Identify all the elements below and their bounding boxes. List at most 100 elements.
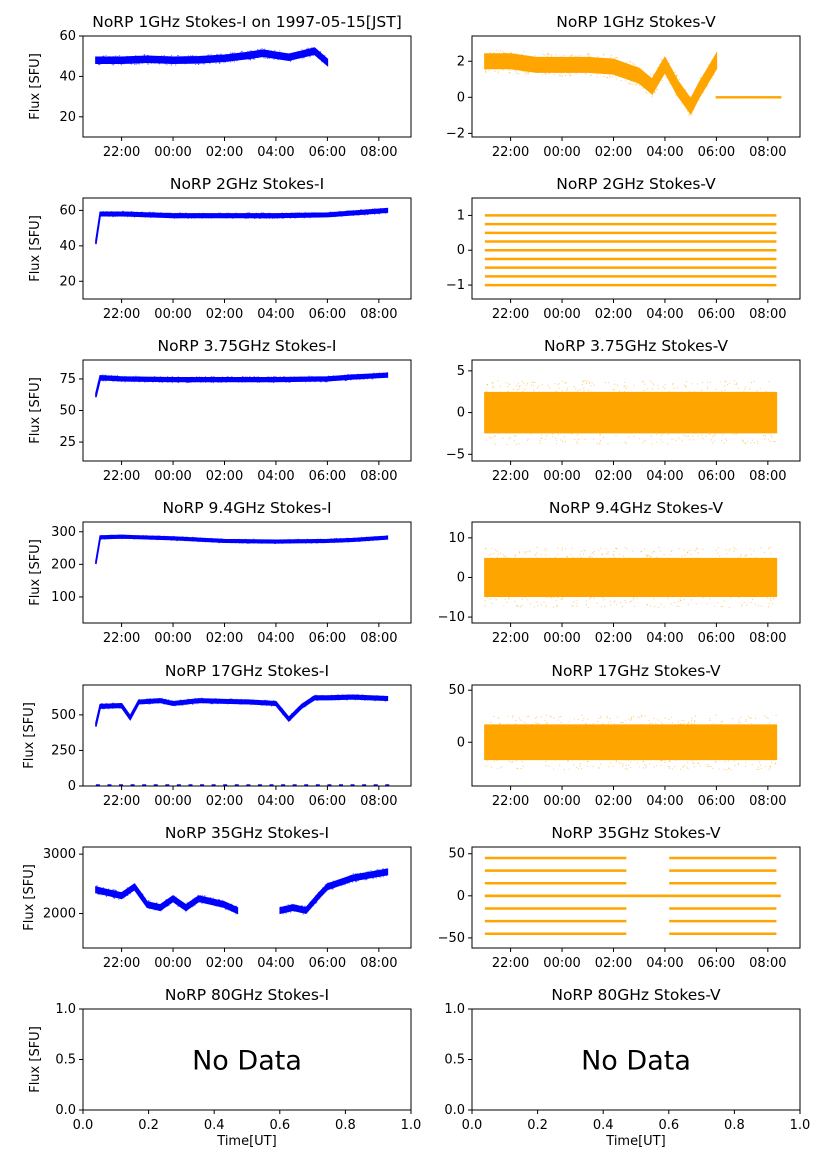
data-point xyxy=(143,380,145,382)
data-point xyxy=(512,388,515,390)
data-point xyxy=(632,84,634,86)
data-layer xyxy=(95,694,390,786)
data-point xyxy=(278,708,280,710)
data-point xyxy=(627,82,629,84)
data-point xyxy=(252,52,254,54)
data-point xyxy=(635,69,637,72)
data-point xyxy=(304,215,306,217)
data-point xyxy=(233,541,235,544)
data-point xyxy=(256,380,258,382)
data-point xyxy=(348,377,350,379)
data-point xyxy=(99,706,101,708)
data-point xyxy=(559,74,561,76)
data-point xyxy=(498,566,500,568)
data-point xyxy=(639,438,641,440)
data-point xyxy=(556,70,558,72)
data-point xyxy=(100,63,102,65)
data-point xyxy=(179,215,181,217)
data-point xyxy=(671,585,674,587)
data-point xyxy=(595,63,598,65)
data-point xyxy=(242,380,245,382)
data-point xyxy=(587,52,589,55)
data-point xyxy=(695,603,697,605)
data-point xyxy=(602,54,604,56)
data-point xyxy=(590,75,592,77)
x-tick-label: 02:00 xyxy=(595,307,632,322)
data-point xyxy=(742,561,744,563)
data-point xyxy=(335,378,337,380)
data-point xyxy=(302,57,304,59)
data-point xyxy=(286,541,288,543)
data-point xyxy=(734,430,736,432)
data-point xyxy=(314,212,316,214)
data-point xyxy=(536,595,539,597)
data-point xyxy=(749,548,751,550)
data-point xyxy=(107,215,110,217)
data-point xyxy=(275,378,277,380)
data-point xyxy=(520,431,522,433)
data-point xyxy=(597,59,599,62)
data-point xyxy=(197,539,199,541)
data-point xyxy=(170,539,173,541)
data-point xyxy=(316,542,318,544)
data-point xyxy=(636,424,639,426)
data-point xyxy=(286,55,288,57)
data-point xyxy=(112,705,114,708)
data-point xyxy=(684,554,686,556)
data-point xyxy=(668,429,670,432)
data-point xyxy=(650,74,652,76)
data-point xyxy=(560,420,563,422)
data-point xyxy=(538,578,540,580)
data-point xyxy=(262,53,264,56)
data-point xyxy=(143,54,145,56)
data-point xyxy=(630,591,632,593)
data-point xyxy=(584,71,586,73)
data-point xyxy=(352,375,355,377)
data-point xyxy=(202,216,204,218)
data-point xyxy=(229,61,231,63)
data-point xyxy=(639,563,641,566)
x-tick-label: 08:00 xyxy=(749,631,786,646)
data-point xyxy=(277,541,279,543)
data-point xyxy=(319,538,321,540)
data-point xyxy=(654,424,656,426)
data-point xyxy=(218,216,220,218)
data-point xyxy=(106,62,108,65)
data-point xyxy=(567,58,569,60)
data-point xyxy=(279,541,281,543)
x-tick-label: 02:00 xyxy=(206,145,243,160)
data-point xyxy=(138,535,140,537)
data-point xyxy=(743,395,745,397)
data-point xyxy=(218,542,220,544)
data-point xyxy=(646,428,648,430)
data-point xyxy=(345,210,348,212)
data-point xyxy=(676,93,679,95)
data-point xyxy=(655,73,657,76)
data-point xyxy=(151,214,153,217)
data-point xyxy=(281,212,283,214)
data-point xyxy=(100,379,102,382)
data-point xyxy=(211,539,213,541)
data-point xyxy=(504,555,506,557)
data-point xyxy=(259,49,261,52)
data-point xyxy=(233,540,235,542)
data-point xyxy=(616,414,619,416)
data-point xyxy=(596,76,598,78)
data-point xyxy=(642,581,645,583)
data-point xyxy=(171,59,173,61)
data-point xyxy=(300,380,302,382)
data-point xyxy=(571,399,574,401)
data-point xyxy=(107,214,109,216)
data-point xyxy=(202,539,204,541)
data-point xyxy=(232,56,234,58)
data-point xyxy=(241,215,243,217)
data-point xyxy=(149,215,152,217)
data-point xyxy=(632,558,634,560)
data-point xyxy=(153,58,155,60)
data-point xyxy=(650,88,653,90)
data-point xyxy=(311,375,313,377)
data-point xyxy=(555,390,557,392)
data-point xyxy=(250,50,252,52)
data-point xyxy=(325,540,327,542)
